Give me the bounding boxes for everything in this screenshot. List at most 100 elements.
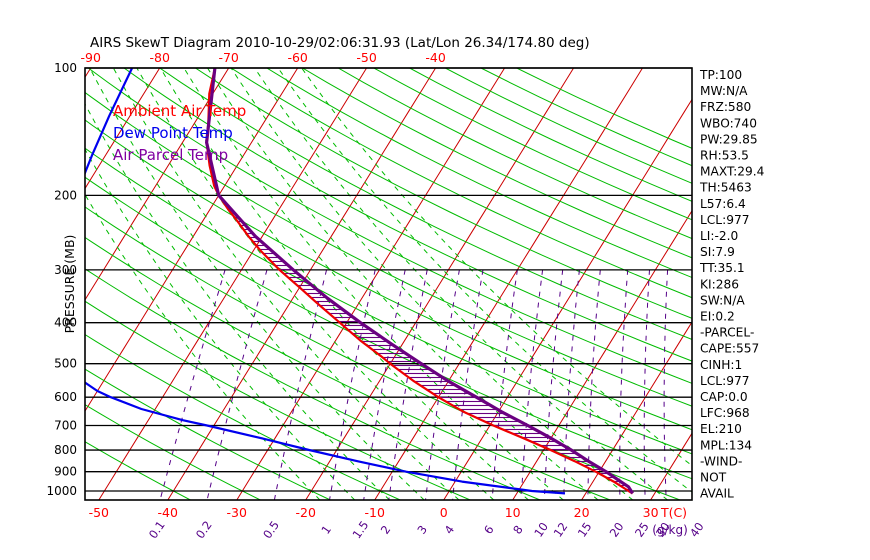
temp-tick-label-top: -80 <box>149 50 169 65</box>
isotherm-line <box>0 68 22 500</box>
mixing-ratio-line <box>206 269 268 500</box>
param-mpl: MPL:134 <box>700 438 752 452</box>
isotherm-line <box>305 68 575 500</box>
mixing-ratio-tick-label: 30 <box>653 520 673 540</box>
param-parcel_hdr: -PARCEL- <box>700 326 754 340</box>
legend: Ambient Air Temp Dew Point Temp Air Parcel… <box>113 102 246 164</box>
mixing-ratio-tick-label: 15 <box>575 520 595 540</box>
mixing-ratio-tick-label: 12 <box>551 520 571 540</box>
temp-tick-label-bottom: 10 <box>505 505 521 520</box>
param-tp: TP:100 <box>699 68 742 82</box>
isotherm-line <box>85 68 299 412</box>
curve-dew-point-temp <box>85 68 566 495</box>
temp-tick-label-top: -60 <box>287 50 307 65</box>
isotherm-line <box>85 68 230 301</box>
mixing-ratio-tick-label: 1.5 <box>349 518 371 541</box>
temp-tick-label-bottom: 20 <box>574 505 590 520</box>
param-frz: FRZ:580 <box>700 100 751 114</box>
isotherm-line <box>85 68 92 79</box>
param-rh: RH:53.5 <box>700 149 749 163</box>
param-tt: TT:35.1 <box>699 261 745 275</box>
temp-tick-label-bottom: -30 <box>227 505 247 520</box>
isotherm-line <box>858 68 870 500</box>
chart-title: AIRS SkewT Diagram 2010-10-29/02:06:31.9… <box>90 35 590 51</box>
dry-adiabat-line <box>195 68 692 319</box>
curve-air-parcel-temp <box>205 68 634 495</box>
dry-adiabat-line <box>85 368 331 500</box>
moist-adiabat-line <box>277 68 692 493</box>
dry-adiabat-line <box>373 68 692 221</box>
param-si: SI:7.9 <box>700 245 735 259</box>
param-lfc: LFC:968 <box>700 406 750 420</box>
parameter-panel: TP:100 MW:N/A FRZ:580 WBO:740 PW:29.85 RH:53.… <box>699 68 765 501</box>
mixing-ratio-line <box>643 269 650 500</box>
temp-axis-label: T(C) <box>660 505 687 520</box>
legend-item-1: Dew Point Temp <box>113 124 233 142</box>
param-wind_hdr: -WIND- <box>700 454 742 468</box>
pressure-tick-label: 1000 <box>46 484 77 498</box>
param-cinh: CINH:1 <box>700 358 742 372</box>
pressure-tick-label: 700 <box>54 419 77 433</box>
param-mw: MW:N/A <box>700 84 748 98</box>
pressure-tick-label: 100 <box>54 61 77 75</box>
param-l57: L57:6.4 <box>700 197 746 211</box>
moist-adiabat-line <box>89 68 425 500</box>
param-ki: KI:286 <box>700 277 739 291</box>
param-cap: CAP:0.0 <box>700 390 748 404</box>
mixing-ratio-line <box>563 269 580 500</box>
dry-adiabat-line <box>480 68 692 167</box>
param-sw: SW:N/A <box>700 293 745 307</box>
mixing-ratio-tick-label: 2 <box>378 523 394 537</box>
param-li: LI:-2.0 <box>700 229 738 243</box>
moist-adiabat-line <box>230 68 634 500</box>
mixing-ratio-line <box>619 269 629 500</box>
y-axis-label: PRESSURE (MB) <box>62 235 77 334</box>
pressure-tick-label: 800 <box>54 443 77 457</box>
dry-adiabat-line <box>85 119 692 431</box>
dry-adiabat-line <box>123 68 692 362</box>
moist-adiabat-line <box>183 68 564 500</box>
mixing-ratio-tick-label: 0.1 <box>146 518 168 541</box>
sounding-curves <box>85 68 634 495</box>
mixing-ratio-tick-label: 40 <box>687 520 707 540</box>
isotherm-line <box>512 209 692 500</box>
temp-tick-label-top: -70 <box>218 50 238 65</box>
param-maxt: MAXT:29.4 <box>700 165 765 179</box>
dry-adiabat-line <box>159 68 692 340</box>
moist-adiabat-line <box>136 68 495 500</box>
moist-adiabat-line <box>85 193 321 500</box>
mixing-ratio-tick-label: 3 <box>414 523 430 537</box>
mixing-ratio-tick-label: 8 <box>510 523 526 537</box>
dry-adiabat-line <box>85 268 541 500</box>
dry-adiabat-line <box>516 68 692 149</box>
param-lcl2: LCL:977 <box>700 374 749 388</box>
mixing-ratio-tick-label: 1 <box>318 523 334 537</box>
mixing-ratio-tick-label: 20 <box>607 520 627 540</box>
pressure-tick-label: 600 <box>54 390 77 404</box>
mixing-ratio-tick-label: 25 <box>632 520 652 540</box>
curve-ambient-air-temp <box>205 68 634 495</box>
mixing-ratio-tick-label: 10 <box>531 520 551 540</box>
pressure-tick-label: 400 <box>54 316 77 330</box>
isotherm-line <box>789 68 870 500</box>
pressure-tick-label: 500 <box>54 357 77 371</box>
dry-adiabat-line <box>88 68 692 384</box>
dry-adiabat-line <box>85 176 692 480</box>
pressure-tick-label: 300 <box>54 263 77 277</box>
dry-adiabat-line <box>445 68 692 184</box>
mixing-ratio-tick-label: 4 <box>441 523 457 537</box>
moist-adiabat-line <box>301 68 692 467</box>
legend-item-0: Ambient Air Temp <box>113 102 246 120</box>
temp-tick-label-bottom: -50 <box>89 505 109 520</box>
temp-tick-label-bottom: -40 <box>158 505 178 520</box>
param-not: NOT <box>700 471 727 485</box>
temp-tick-label-bottom: 0 <box>440 505 448 520</box>
moist-adiabat-line <box>254 68 668 500</box>
param-ei: EI:0.2 <box>700 310 735 324</box>
moist-adiabat-line <box>85 148 356 500</box>
temp-tick-label-top: -90 <box>81 50 101 65</box>
pressure-tick-label: 200 <box>54 188 77 202</box>
dry-adiabat-line <box>409 68 692 202</box>
